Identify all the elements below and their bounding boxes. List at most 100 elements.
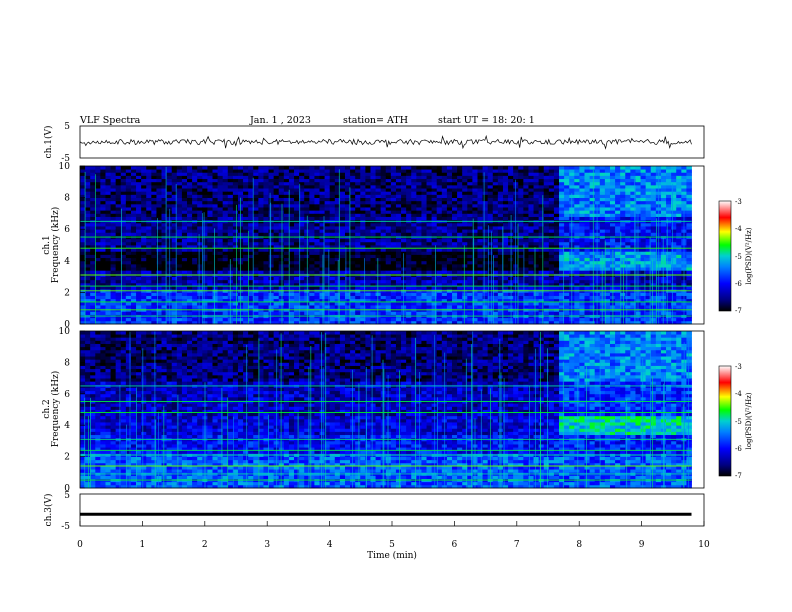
spectrogram-cell bbox=[380, 210, 387, 214]
spectrogram-cell bbox=[446, 178, 453, 183]
spectrogram-cell bbox=[207, 260, 213, 265]
spectrogram-cell bbox=[375, 286, 382, 290]
spectrogram-cell bbox=[360, 267, 366, 271]
spectrogram-cell bbox=[350, 210, 356, 214]
spectrogram-cell bbox=[370, 286, 376, 290]
spectrogram-cell bbox=[136, 251, 142, 255]
spectrogram-cell bbox=[523, 191, 529, 195]
spectrogram-cell bbox=[80, 298, 86, 303]
spectrogram-cell bbox=[548, 188, 555, 192]
spectrogram-cell bbox=[446, 216, 453, 221]
spectrogram-cell bbox=[436, 305, 443, 309]
spectrogram-cell bbox=[564, 200, 570, 205]
spectrogram-cell bbox=[482, 203, 489, 208]
spectrogram-cell bbox=[283, 317, 290, 322]
spectrogram-cell bbox=[497, 175, 504, 180]
spectrogram-cell bbox=[294, 226, 300, 230]
spectrogram-cell bbox=[309, 216, 315, 221]
spectrogram-cell bbox=[125, 188, 132, 192]
spectrogram-cell bbox=[278, 197, 285, 202]
spectrogram-cell bbox=[278, 301, 285, 306]
spectrogram-cell bbox=[431, 305, 438, 309]
spectrogram-cell bbox=[350, 279, 356, 284]
spectrogram-cell bbox=[110, 216, 117, 221]
spectrogram-cell bbox=[192, 317, 198, 322]
spectrogram-cell bbox=[181, 178, 188, 183]
spectrogram-cell bbox=[497, 213, 504, 217]
spectrogram-cell bbox=[462, 263, 468, 268]
spectrogram-cell bbox=[467, 184, 473, 189]
spectrogram-cell bbox=[197, 276, 203, 281]
spectrogram-cell bbox=[299, 172, 305, 176]
spectrogram-cell bbox=[421, 279, 427, 284]
spectrogram-cell bbox=[288, 232, 295, 236]
spectrogram-cell bbox=[105, 172, 111, 176]
spectrogram-cell bbox=[436, 301, 443, 306]
spectrogram-cell bbox=[390, 181, 397, 186]
spectrogram-cell bbox=[339, 232, 346, 236]
spectrogram-cell bbox=[136, 295, 142, 300]
spectrogram-cell bbox=[176, 166, 183, 170]
spectrogram-cell bbox=[187, 270, 193, 274]
spectrogram-cell bbox=[192, 175, 198, 180]
spectrogram-cell bbox=[329, 248, 336, 252]
spectrogram-cell bbox=[457, 298, 463, 303]
spectrogram-cell bbox=[564, 191, 570, 195]
spectrogram-cell bbox=[110, 305, 117, 309]
spectrogram-cell bbox=[110, 295, 117, 300]
spectrogram-cell bbox=[156, 191, 162, 195]
spectrogram-cell bbox=[120, 320, 127, 325]
spectrogram-cell bbox=[146, 232, 152, 236]
spectrogram-cell bbox=[90, 188, 96, 192]
spectrogram-cell bbox=[355, 245, 361, 249]
spectrogram-cell bbox=[288, 184, 295, 189]
spectrogram-cell bbox=[125, 248, 132, 252]
spectrogram-cell bbox=[288, 286, 295, 290]
spectrogram-cell bbox=[538, 229, 545, 233]
spectrogram-cell bbox=[446, 279, 453, 284]
spectrogram-cell bbox=[207, 194, 213, 198]
spectrogram-cell bbox=[222, 169, 229, 173]
spectrogram-cell bbox=[192, 216, 198, 221]
spectrogram-cell bbox=[457, 254, 463, 259]
spectrogram-cell bbox=[217, 295, 224, 300]
spectrogram-cell bbox=[416, 181, 422, 186]
spectrogram-cell bbox=[115, 257, 122, 262]
spectrogram-cell bbox=[273, 184, 280, 189]
spectrogram-cell bbox=[237, 169, 244, 173]
spectrogram-cell bbox=[80, 229, 86, 233]
spectrogram-cell bbox=[197, 229, 203, 233]
spectrogram-cell bbox=[441, 232, 448, 236]
spectrogram-cell bbox=[243, 245, 249, 249]
spectrogram-cell bbox=[212, 292, 218, 296]
spectrogram-cell bbox=[299, 298, 305, 303]
spectrogram-cell bbox=[227, 181, 234, 186]
spectrogram-cell bbox=[212, 197, 218, 202]
spectrogram-cell bbox=[95, 251, 101, 255]
spectrogram-cell bbox=[288, 169, 295, 173]
spectrogram-cell bbox=[299, 270, 305, 274]
spectrogram-cell bbox=[130, 188, 137, 192]
spectrogram-cell bbox=[334, 282, 341, 287]
spectrogram-cell bbox=[125, 241, 132, 246]
spectrogram-cell bbox=[324, 311, 331, 315]
spectrogram-cell bbox=[508, 210, 514, 214]
spectrogram-cell bbox=[151, 292, 157, 296]
spectrogram-cell bbox=[95, 305, 101, 309]
spectrogram-cell bbox=[95, 267, 101, 271]
spectrogram-cell bbox=[95, 317, 101, 322]
spectrogram-cell bbox=[115, 226, 122, 230]
spectrogram-cell bbox=[452, 267, 458, 271]
spectrogram-cell bbox=[299, 248, 305, 252]
spectrogram-cell bbox=[528, 298, 534, 303]
spectrogram-cell bbox=[146, 248, 152, 252]
spectrogram-cell bbox=[518, 276, 524, 281]
spectrogram-cell bbox=[380, 169, 387, 173]
spectrogram-cell bbox=[579, 267, 585, 271]
spectrogram-cell bbox=[436, 197, 443, 202]
spectrogram-cell bbox=[176, 200, 183, 205]
spectrogram-cell bbox=[416, 305, 422, 309]
spectrogram-cell bbox=[553, 260, 560, 265]
spectrogram-cell bbox=[497, 286, 504, 290]
spectrogram-cell bbox=[80, 191, 86, 195]
